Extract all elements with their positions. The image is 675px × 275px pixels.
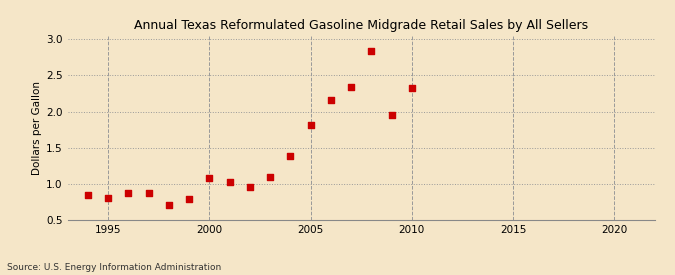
Text: Source: U.S. Energy Information Administration: Source: U.S. Energy Information Administ… <box>7 263 221 272</box>
Point <box>325 98 336 102</box>
Y-axis label: Dollars per Gallon: Dollars per Gallon <box>32 81 42 175</box>
Point <box>204 176 215 180</box>
Point <box>406 86 417 90</box>
Point <box>224 180 235 184</box>
Point <box>244 185 255 189</box>
Title: Annual Texas Reformulated Gasoline Midgrade Retail Sales by All Sellers: Annual Texas Reformulated Gasoline Midgr… <box>134 19 588 32</box>
Point <box>184 197 194 201</box>
Point <box>305 122 316 127</box>
Point <box>143 191 154 196</box>
Point <box>103 196 113 200</box>
Point <box>386 113 397 117</box>
Point <box>366 49 377 53</box>
Point <box>82 192 93 197</box>
Point <box>265 174 275 179</box>
Point <box>123 191 134 196</box>
Point <box>163 203 174 207</box>
Point <box>285 154 296 159</box>
Point <box>346 85 356 89</box>
